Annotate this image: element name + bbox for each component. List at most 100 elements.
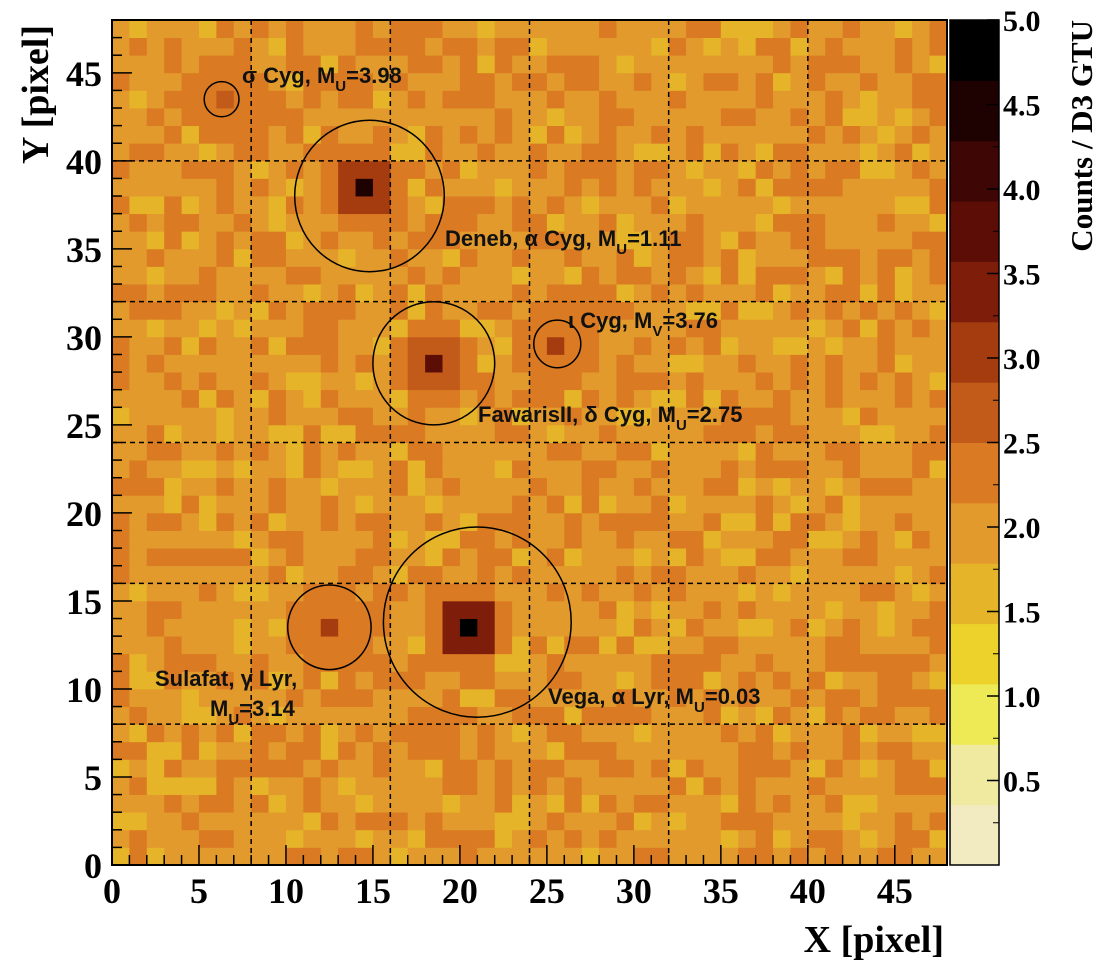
heatmap-cell <box>529 583 548 602</box>
heatmap-cell <box>112 37 130 56</box>
circle-iota-cyg <box>533 319 582 369</box>
heatmap-cell <box>112 354 130 373</box>
heatmap-cell <box>407 460 426 479</box>
heatmap-cell <box>181 477 200 496</box>
heatmap-cell <box>703 530 722 549</box>
heatmap-cell <box>894 301 913 320</box>
heatmap-cell <box>773 477 791 496</box>
heatmap-cell <box>338 442 356 461</box>
heatmap-cell <box>738 653 757 672</box>
heatmap-cell <box>442 794 461 813</box>
heatmap-cell <box>303 829 322 848</box>
heatmap-cell <box>459 248 478 267</box>
heatmap-cell <box>668 442 687 461</box>
heatmap-cell <box>546 372 565 391</box>
heatmap-cell <box>251 829 269 848</box>
heatmap-cell <box>564 231 583 250</box>
heatmap-cell <box>842 108 861 127</box>
heatmap-cell <box>112 248 130 267</box>
heatmap-cell <box>512 125 530 144</box>
heatmap-cell <box>338 512 356 531</box>
heatmap-cell <box>894 636 913 655</box>
heatmap-cell <box>616 248 635 267</box>
heatmap-cell <box>146 354 165 373</box>
heatmap-cell <box>390 495 409 514</box>
heatmap-cell <box>320 407 339 426</box>
heatmap-cell <box>198 72 217 91</box>
heatmap-cell <box>616 125 635 144</box>
heatmap-cell <box>738 759 757 778</box>
heatmap-cell <box>633 688 652 707</box>
heatmap-cell <box>285 284 304 303</box>
heatmap-cell <box>546 354 565 373</box>
heatmap-cell <box>546 706 565 725</box>
heatmap-cell <box>651 424 670 443</box>
heatmap-cell <box>494 565 513 584</box>
heatmap-cell <box>825 178 844 197</box>
heatmap-cell <box>407 530 426 549</box>
heatmap-cell <box>390 671 409 690</box>
heatmap-cell <box>164 565 182 584</box>
heatmap-cell <box>581 706 600 725</box>
heatmap-cell <box>807 372 826 391</box>
heatmap-cell <box>564 284 583 303</box>
heatmap-cell <box>529 213 548 232</box>
heatmap-cell <box>929 671 948 690</box>
heatmap-cell <box>581 231 600 250</box>
heatmap-cell <box>407 336 426 355</box>
heatmap-cell <box>425 812 443 831</box>
heatmap-cell <box>216 653 235 672</box>
heatmap-cell <box>112 424 130 443</box>
heatmap-cell <box>546 671 565 690</box>
heatmap-cell <box>877 724 896 743</box>
heatmap-cell <box>929 160 948 179</box>
heatmap-cell <box>929 248 948 267</box>
heatmap-cell <box>303 213 322 232</box>
heatmap-cell <box>494 512 513 531</box>
heatmap-cell <box>146 741 165 760</box>
heatmap-cell <box>181 196 200 215</box>
heatmap-cell <box>703 460 722 479</box>
heatmap-cell <box>164 20 182 38</box>
heatmap-cell <box>459 495 478 514</box>
heatmap-cell <box>303 372 322 391</box>
heatmap-cell <box>129 794 148 813</box>
heatmap-cell <box>842 37 861 56</box>
heatmap-cell <box>703 548 722 567</box>
heatmap-cell <box>929 759 948 778</box>
heatmap-cell <box>198 724 217 743</box>
heatmap-cell <box>459 90 478 109</box>
heatmap-cell <box>390 213 409 232</box>
heatmap-cell <box>686 530 704 549</box>
heatmap-cell <box>703 125 722 144</box>
heatmap-cell <box>877 512 896 531</box>
heatmap-cell <box>633 460 652 479</box>
heatmap-cell <box>616 319 635 338</box>
heatmap-cell <box>355 407 374 426</box>
heatmap-cell <box>546 20 565 38</box>
heatmap-cell <box>425 776 443 795</box>
heatmap-cell <box>807 284 826 303</box>
heatmap-cell <box>860 389 878 408</box>
heatmap-cell <box>773 20 791 38</box>
heatmap-cell <box>216 671 235 690</box>
heatmap-cell <box>825 389 844 408</box>
heatmap-cell <box>877 759 896 778</box>
heatmap-cell <box>703 495 722 514</box>
heatmap-cell <box>251 477 269 496</box>
heatmap-cell <box>268 284 287 303</box>
heatmap-cell <box>529 407 548 426</box>
heatmap-cell <box>372 512 391 531</box>
heatmap-cell <box>686 55 704 74</box>
heatmap-cell <box>581 776 600 795</box>
heatmap-cell <box>338 125 356 144</box>
heatmap-cell <box>233 671 252 690</box>
heatmap-cell <box>390 706 409 725</box>
heatmap-cell <box>686 37 704 56</box>
heatmap-cell <box>320 125 339 144</box>
heatmap-cell <box>860 847 878 866</box>
heatmap-cell <box>251 600 269 619</box>
heatmap-cell <box>372 600 391 619</box>
heatmap-cell <box>894 671 913 690</box>
heatmap-cell <box>651 671 670 690</box>
